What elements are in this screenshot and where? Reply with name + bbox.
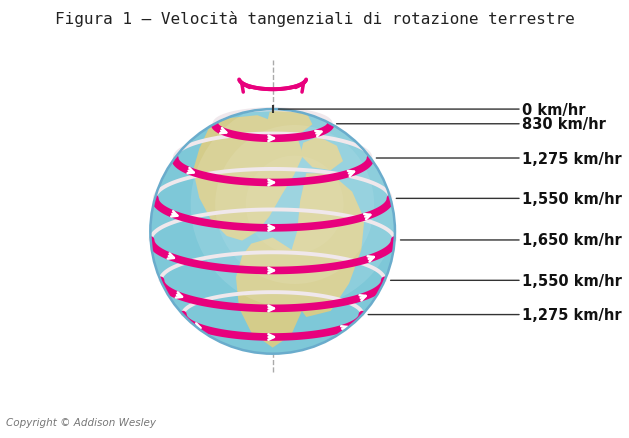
Polygon shape bbox=[193, 116, 303, 241]
Polygon shape bbox=[288, 174, 364, 317]
Text: 1,550 km/hr: 1,550 km/hr bbox=[396, 191, 621, 206]
Text: 1,275 km/hr: 1,275 km/hr bbox=[368, 307, 621, 322]
Text: 830 km/hr: 830 km/hr bbox=[337, 117, 606, 132]
Text: Figura 1 – Velocità tangenziali di rotazione terrestre: Figura 1 – Velocità tangenziali di rotaz… bbox=[55, 11, 574, 27]
Ellipse shape bbox=[215, 126, 374, 284]
Text: 1,550 km/hr: 1,550 km/hr bbox=[391, 273, 621, 288]
Ellipse shape bbox=[246, 156, 343, 254]
Text: 1,650 km/hr: 1,650 km/hr bbox=[401, 233, 621, 248]
Text: 1,275 km/hr: 1,275 km/hr bbox=[376, 151, 621, 166]
Text: 0 km/hr: 0 km/hr bbox=[279, 102, 586, 117]
Polygon shape bbox=[267, 107, 313, 134]
Polygon shape bbox=[236, 238, 306, 348]
Ellipse shape bbox=[191, 101, 399, 309]
Ellipse shape bbox=[150, 110, 395, 354]
Polygon shape bbox=[300, 137, 343, 171]
Text: Copyright © Addison Wesley: Copyright © Addison Wesley bbox=[6, 417, 156, 427]
